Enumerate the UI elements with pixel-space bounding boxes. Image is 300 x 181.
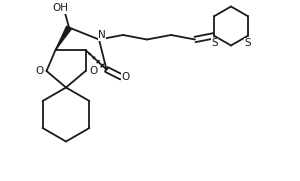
- Polygon shape: [56, 26, 71, 50]
- Text: S: S: [211, 38, 218, 48]
- Text: O: O: [35, 66, 43, 76]
- Text: O: O: [89, 66, 97, 76]
- Text: OH: OH: [52, 3, 68, 13]
- Text: S: S: [244, 38, 251, 48]
- Text: O: O: [122, 72, 130, 82]
- Text: N: N: [98, 30, 106, 40]
